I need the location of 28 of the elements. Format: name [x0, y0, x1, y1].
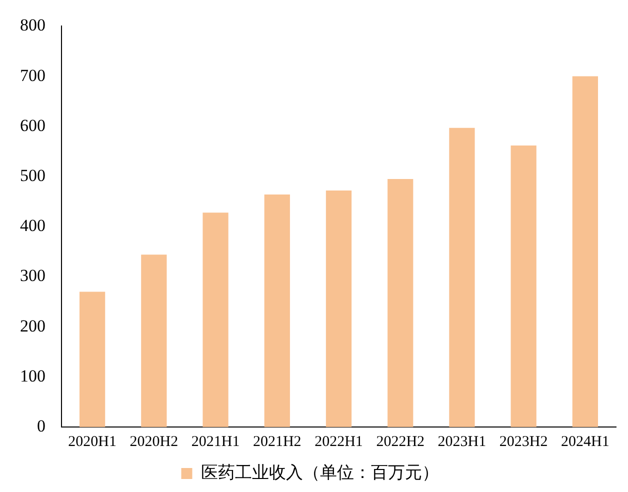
- y-tick-label: 200: [20, 316, 46, 336]
- x-tick-label: 2021H1: [191, 434, 240, 450]
- bar: [202, 212, 228, 427]
- bar: [141, 254, 167, 427]
- bar: [572, 76, 598, 427]
- bar: [449, 128, 475, 427]
- bar: [326, 190, 352, 427]
- x-tick-label: 2020H1: [68, 434, 116, 450]
- x-tick-label: 2022H2: [376, 434, 425, 450]
- legend-label: 医药工业收入（单位：百万元）: [200, 462, 439, 482]
- y-tick-label: 400: [20, 216, 46, 236]
- y-tick-label: 0: [37, 416, 46, 436]
- x-tick-label: 2022H1: [314, 434, 363, 450]
- x-tick-label: 2023H2: [499, 434, 548, 450]
- y-tick-label: 100: [20, 366, 46, 386]
- bar: [510, 145, 536, 427]
- bar: [264, 194, 290, 427]
- bar: [79, 292, 106, 427]
- bar: [388, 179, 414, 427]
- x-tick-label: 2020H2: [130, 434, 178, 450]
- y-tick-label: 500: [20, 166, 46, 185]
- x-tick-label: 2021H2: [252, 434, 302, 450]
- x-tick-label: 2024H1: [561, 434, 610, 450]
- y-tick-label: 600: [20, 116, 46, 135]
- y-tick-label: 700: [20, 66, 46, 85]
- y-tick-label: 300: [20, 266, 46, 286]
- y-tick-label: 800: [20, 16, 46, 35]
- x-tick-label: 2023H1: [438, 434, 486, 450]
